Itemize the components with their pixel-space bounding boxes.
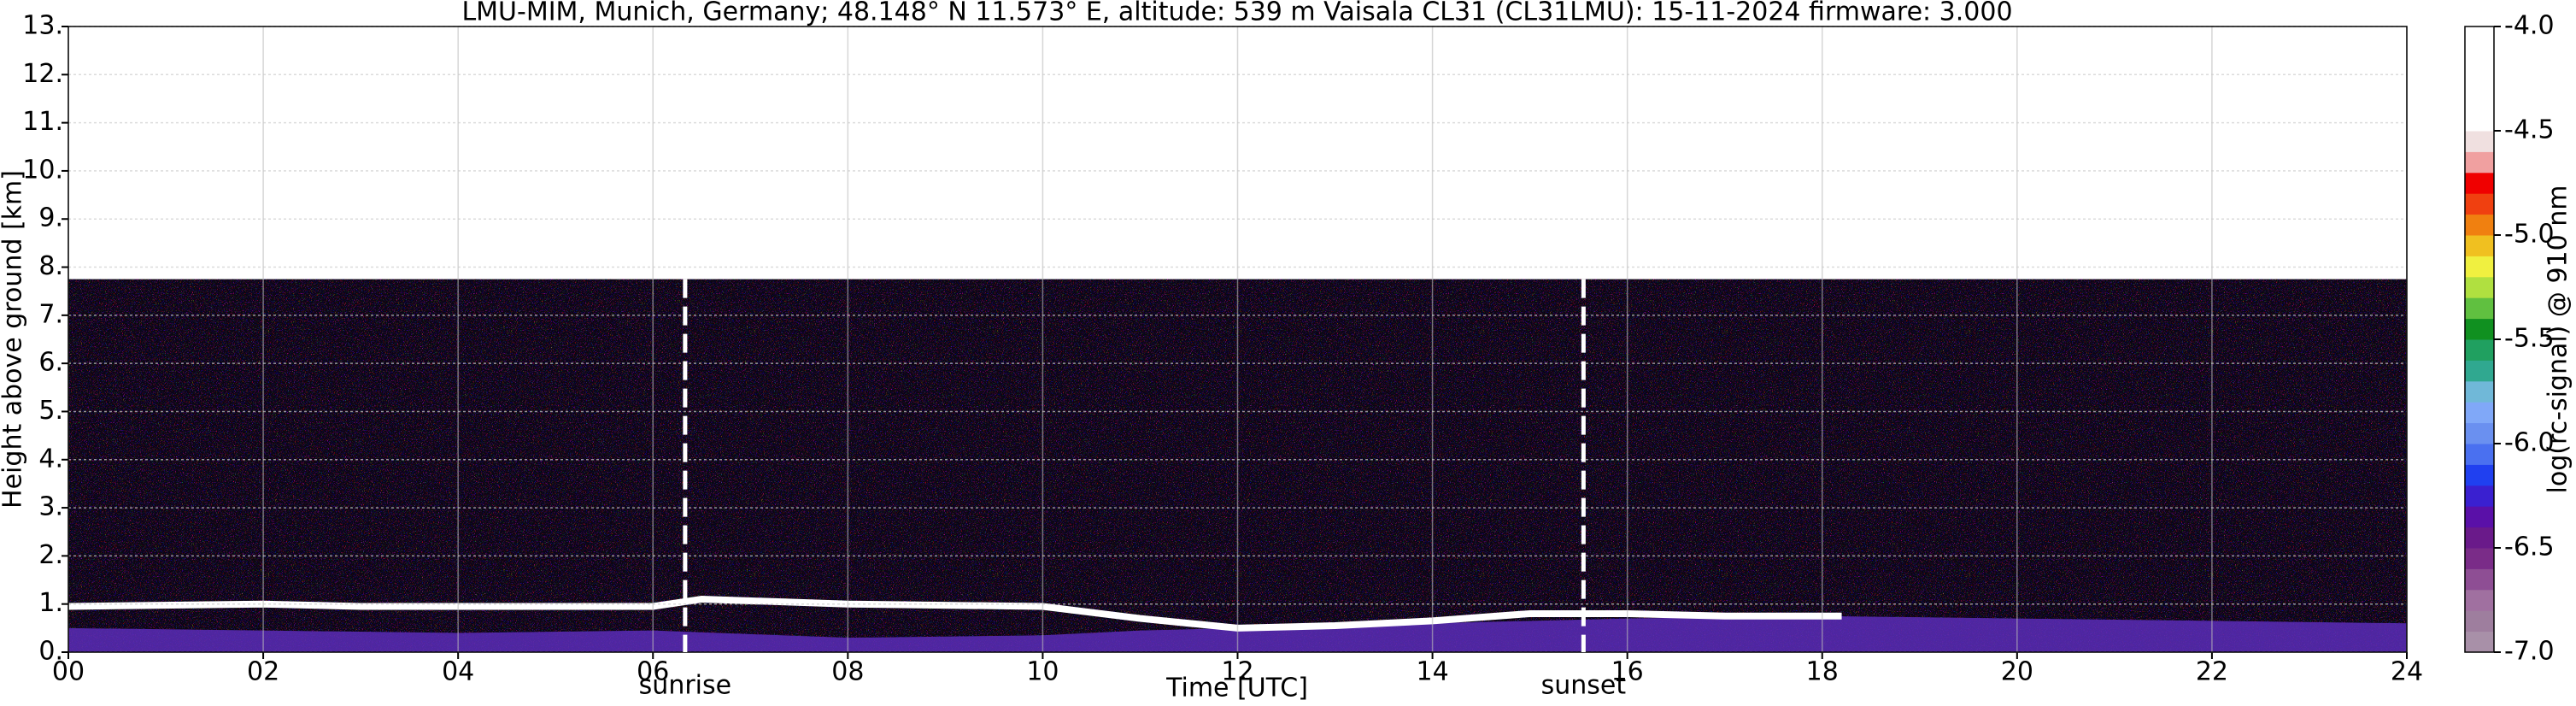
y-tick-label: 13.: [22, 11, 63, 41]
colorbar-band: [2465, 444, 2494, 465]
y-tick-label: 3.: [38, 492, 63, 522]
colorbar-band: [2465, 172, 2494, 194]
colorbar-band: [2465, 422, 2494, 444]
x-tick-label: 20: [2001, 657, 2033, 687]
annotation-label: sunset: [1541, 671, 1627, 701]
x-tick-label: 24: [2391, 657, 2423, 687]
colorbar-tick-label: -5.5: [2504, 324, 2555, 354]
colorbar-band: [2465, 360, 2494, 382]
y-tick-label: 9.: [38, 203, 63, 233]
x-tick-label: 04: [442, 657, 474, 687]
colorbar-tick-label: -4.0: [2504, 11, 2555, 41]
x-tick-label: 18: [1806, 657, 1839, 687]
y-tick-label: 12.: [22, 59, 63, 89]
colorbar-band: [2465, 256, 2494, 278]
x-tick-label: 06: [637, 657, 669, 687]
colorbar-band: [2465, 548, 2494, 569]
y-tick-label: 6.: [38, 348, 63, 378]
y-tick-label: 7.: [38, 299, 63, 329]
colorbar-band: [2465, 589, 2494, 611]
plot-frame: [67, 26, 2408, 653]
colorbar-band: [2465, 89, 2494, 111]
colorbar-band: [2465, 631, 2494, 653]
colorbar-tick-label: -7.0: [2504, 637, 2555, 667]
annotation-label: sunrise: [639, 671, 731, 701]
y-tick-label: 5.: [38, 396, 63, 426]
colorbar-band: [2465, 276, 2494, 298]
colorbar-tick-label: -4.5: [2504, 115, 2555, 145]
colorbar-label: log(rc-signal) @ 910 nm: [2544, 185, 2573, 494]
colorbar-band: [2465, 464, 2494, 486]
colorbar-band: [2465, 68, 2494, 90]
colorbar-band: [2465, 151, 2494, 174]
colorbar-band: [2465, 610, 2494, 632]
cloud-layer: [67, 596, 1842, 632]
x-tick-label: 02: [247, 657, 279, 687]
colorbar-tick-label: -6.0: [2504, 428, 2555, 458]
colorbar-band: [2465, 26, 2494, 48]
colorbar-band: [2465, 380, 2494, 403]
y-tick-label: 11.: [22, 107, 63, 137]
x-tick-label: 22: [2196, 657, 2228, 687]
colorbar-tick-label: -5.0: [2504, 220, 2555, 250]
colorbar-band: [2465, 402, 2494, 424]
colorbar-band: [2465, 131, 2494, 152]
y-tick-label: 8.: [38, 251, 63, 281]
colorbar-band: [2465, 506, 2494, 528]
x-tick-label: 08: [831, 657, 864, 687]
colorbar-band: [2465, 214, 2494, 236]
colorbar-band: [2465, 297, 2494, 320]
x-tick-label: 14: [1416, 657, 1448, 687]
colorbar-tick-label: -6.5: [2504, 532, 2555, 562]
colorbar-band: [2465, 527, 2494, 549]
colorbar-band: [2465, 109, 2494, 132]
y-tick-label: 4.: [38, 444, 63, 474]
colorbar-band: [2465, 568, 2494, 591]
colorbar-band: [2465, 485, 2494, 507]
colorbar-band: [2465, 339, 2494, 361]
y-tick-label: 0.: [38, 637, 63, 667]
colorbar-band: [2465, 318, 2494, 340]
colorbar-band: [2465, 235, 2494, 256]
colorbar-band: [2465, 193, 2494, 215]
x-axis-label: Time [UTC]: [1165, 674, 1308, 703]
colorbar-band: [2465, 47, 2494, 69]
x-tick-label: 12: [1221, 657, 1253, 687]
x-tick-label: 10: [1026, 657, 1059, 687]
y-tick-label: 10.: [22, 155, 63, 185]
y-tick-label: 2.: [38, 540, 63, 570]
chart-title: LMU-MIM, Munich, Germany; 48.148° N 11.5…: [461, 0, 2012, 27]
x-tick-label: 16: [1611, 657, 1644, 687]
y-tick-label: 1.: [38, 588, 63, 618]
y-axis-label: Height above ground [km]: [0, 170, 28, 509]
x-tick-label: 00: [52, 657, 85, 687]
